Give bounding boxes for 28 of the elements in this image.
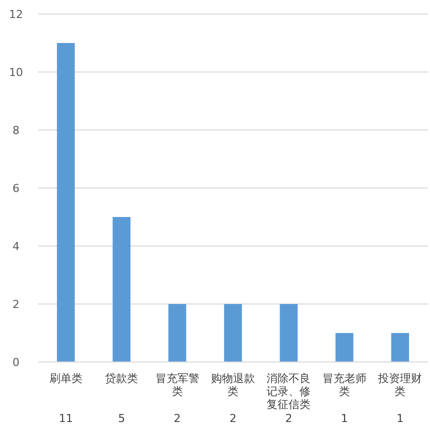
data-label: 2 xyxy=(230,412,236,425)
data-label: 1 xyxy=(396,412,404,425)
x-tick-label: 购物退款类 xyxy=(211,372,255,398)
data-label: 5 xyxy=(118,412,126,425)
data-label: 2 xyxy=(174,412,181,425)
bar xyxy=(224,304,242,362)
data-label: 1 xyxy=(340,412,348,425)
y-tick-label: 12 xyxy=(9,8,23,21)
bar xyxy=(168,304,186,362)
y-tick-label: 4 xyxy=(12,240,20,253)
data-label: 2 xyxy=(285,412,292,425)
y-tick-label: 0 xyxy=(12,356,20,369)
bar xyxy=(56,43,75,362)
y-tick-label: 10 xyxy=(9,66,23,79)
x-tick-label: 投资理财类 xyxy=(377,372,422,398)
y-tick-label: 6 xyxy=(12,182,20,195)
data-label: 11 xyxy=(58,412,73,425)
bar xyxy=(391,333,410,362)
x-tick-label: 刷单类 xyxy=(49,372,82,385)
bar xyxy=(112,217,130,362)
bar xyxy=(336,333,354,362)
x-tick-label: 消除不良记录、修复征信类 xyxy=(266,372,311,411)
y-tick-label: 8 xyxy=(12,124,20,137)
x-tick-label: 贷款类 xyxy=(105,372,138,385)
y-tick-label: 2 xyxy=(12,298,20,311)
bar xyxy=(280,304,298,362)
x-tick-label: 冒充军警类 xyxy=(155,372,200,398)
x-tick-label: 冒充老师类 xyxy=(322,372,366,398)
